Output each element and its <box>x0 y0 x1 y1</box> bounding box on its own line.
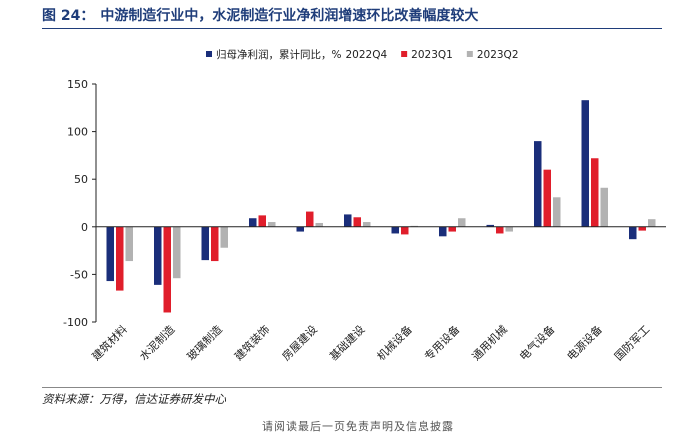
bar-2023Q1-0 <box>116 226 124 291</box>
category-label: 基础建设 <box>326 322 367 363</box>
y-tick-label: -100 <box>63 316 88 329</box>
bar-2023Q1-4 <box>306 211 314 227</box>
category-label: 建筑材料 <box>89 322 130 363</box>
category-label: 房屋建设 <box>279 322 320 363</box>
category-label: 国防军工 <box>611 322 652 363</box>
page-footer-fragment: 请阅读最后一页免责声明及信息披露 <box>262 420 454 433</box>
bar-2023Q2-0 <box>125 226 133 262</box>
legend-swatch-2023Q1 <box>401 51 408 57</box>
bar-2023Q1-9 <box>543 169 551 227</box>
bar-2023Q2-3 <box>268 222 276 227</box>
category-label: 建筑装饰 <box>231 322 272 363</box>
y-tick-label: 100 <box>67 126 88 139</box>
legend-swatch-2022Q4 <box>206 51 212 57</box>
figure-title-text: 中游制造行业中，水泥制造行业净利润增速环比改善幅度较大 <box>100 8 479 24</box>
category-label: 水泥制造 <box>136 322 177 363</box>
legend-label-2023Q2: 2023Q2 <box>477 49 519 61</box>
bar-2023Q1-11 <box>638 226 646 231</box>
category-label: 通用机械 <box>469 322 510 363</box>
category-label: 机械设备 <box>374 322 415 363</box>
bar-2022Q4-1 <box>154 226 162 285</box>
bar-2022Q4-8 <box>486 224 494 227</box>
category-label: 电气设备 <box>516 322 557 363</box>
bar-2023Q2-4 <box>315 222 323 227</box>
category-label: 专用设备 <box>421 322 462 363</box>
legend-label-2022Q4: 2022Q4 <box>345 49 387 61</box>
legend-prefix: 归母净利润，累计同比，% <box>216 48 341 61</box>
bar-2023Q1-8 <box>496 226 504 234</box>
y-tick-label: -50 <box>70 268 88 281</box>
y-tick-label: 150 <box>67 78 88 91</box>
bar-2022Q4-9 <box>534 141 542 227</box>
y-tick-label: 50 <box>74 173 88 186</box>
source-note: 资料来源：万得，信达证券研发中心 <box>42 387 662 407</box>
bar-2023Q2-5 <box>363 222 371 227</box>
bar-2022Q4-10 <box>581 100 589 227</box>
bar-2023Q1-6 <box>401 226 409 235</box>
bar-2023Q1-10 <box>591 158 599 227</box>
category-label: 玻璃制造 <box>184 322 225 363</box>
bar-2023Q2-7 <box>458 218 466 227</box>
bar-2023Q2-9 <box>553 197 561 227</box>
category-label: 电源设备 <box>564 322 605 363</box>
figure-title: 图 24： 中游制造行业中，水泥制造行业净利润增速环比改善幅度较大 <box>42 6 662 29</box>
bar-2023Q2-8 <box>505 226 513 232</box>
bar-2022Q4-11 <box>629 226 637 240</box>
bar-series-group <box>106 100 656 313</box>
legend-swatch-2023Q2 <box>466 51 473 57</box>
bar-2022Q4-5 <box>344 214 352 227</box>
bar-2023Q2-10 <box>600 187 608 227</box>
bar-2022Q4-6 <box>391 226 399 234</box>
y-tick-label: 0 <box>81 221 88 234</box>
bar-2023Q2-1 <box>173 226 181 279</box>
y-axis: -100 -50 0 50 100 150 <box>63 78 97 329</box>
bar-2023Q1-2 <box>211 226 219 262</box>
figure-label: 图 24： <box>42 8 95 24</box>
bar-2023Q2-11 <box>648 219 656 227</box>
bar-2023Q1-7 <box>448 226 456 232</box>
bar-2023Q1-3 <box>258 215 266 227</box>
bar-2022Q4-4 <box>296 226 304 232</box>
bar-2023Q2-2 <box>220 226 228 248</box>
bar-2023Q1-1 <box>163 226 171 313</box>
bar-2022Q4-7 <box>439 226 447 237</box>
bar-2022Q4-3 <box>249 218 257 227</box>
bar-2023Q1-5 <box>353 217 361 227</box>
chart-legend: 归母净利润，累计同比，% 2022Q4 2023Q1 2023Q2 <box>206 48 519 61</box>
bar-2022Q4-2 <box>201 226 209 261</box>
bar-2022Q4-0 <box>106 226 114 282</box>
legend-label-2023Q1: 2023Q1 <box>411 49 453 61</box>
